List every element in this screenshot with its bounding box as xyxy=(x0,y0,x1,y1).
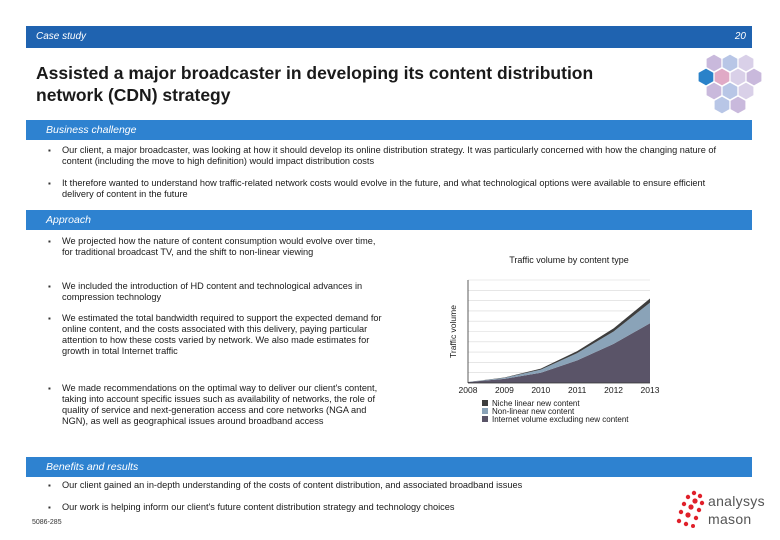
y-axis-label: Traffic volume xyxy=(448,305,458,358)
legend-swatch xyxy=(482,400,488,406)
traffic-volume-chart: Traffic volume by content type Traffic vo… xyxy=(448,255,660,424)
chart-title: Traffic volume by content type xyxy=(509,255,629,265)
legend-swatch xyxy=(482,408,488,414)
benefits-bullet: Our work is helping inform our client's … xyxy=(46,502,726,513)
section-bar-approach: Approach xyxy=(26,210,752,230)
series-area-1 xyxy=(468,302,650,382)
legend-label: Non-linear new content xyxy=(492,407,575,416)
logo-dots-icon xyxy=(676,490,705,528)
section-title-business: Business challenge xyxy=(46,124,137,136)
header-bar: Case study 20 xyxy=(26,26,752,48)
logo-word-analysys: analysys xyxy=(708,493,765,509)
hexagon-decoration-icon xyxy=(697,53,763,115)
benefits-bullet: Our client gained an in-depth understand… xyxy=(46,480,726,491)
section-bar-business: Business challenge xyxy=(26,120,752,140)
company-logo: analysys mason xyxy=(672,490,772,534)
page-title-line2: network (CDN) strategy xyxy=(36,85,231,105)
x-tick-label: 2011 xyxy=(568,385,587,395)
legend-swatch xyxy=(482,416,488,422)
section-title-approach: Approach xyxy=(46,214,91,226)
document-code: 5086-285 xyxy=(32,519,62,526)
section-title-benefits: Benefits and results xyxy=(46,461,139,473)
approach-bullet: We made recommendations on the optimal w… xyxy=(46,383,386,427)
business-bullet: It therefore wanted to understand how tr… xyxy=(46,178,726,200)
header-label: Case study xyxy=(36,31,87,42)
approach-bullet: We estimated the total bandwidth require… xyxy=(46,313,386,357)
legend-label: Niche linear new content xyxy=(492,399,580,408)
business-bullet: Our client, a major broadcaster, was loo… xyxy=(46,145,726,167)
page-title: Assisted a major broadcaster in developi… xyxy=(36,62,676,106)
page-title-line1: Assisted a major broadcaster in developi… xyxy=(36,63,594,83)
legend-label: Internet volume excluding new content xyxy=(492,415,629,424)
x-tick-label: 2012 xyxy=(604,385,623,395)
x-tick-label: 2009 xyxy=(495,385,514,395)
approach-bullet: We projected how the nature of content c… xyxy=(46,236,386,258)
x-tick-label: 2010 xyxy=(531,385,550,395)
logo-word-mason: mason xyxy=(708,511,752,527)
section-bar-benefits: Benefits and results xyxy=(26,457,752,477)
series-area-0 xyxy=(468,323,650,383)
page-number: 20 xyxy=(734,31,746,42)
x-tick-label: 2013 xyxy=(641,385,660,395)
x-tick-label: 2008 xyxy=(459,385,478,395)
approach-bullet: We included the introduction of HD conte… xyxy=(46,281,386,303)
